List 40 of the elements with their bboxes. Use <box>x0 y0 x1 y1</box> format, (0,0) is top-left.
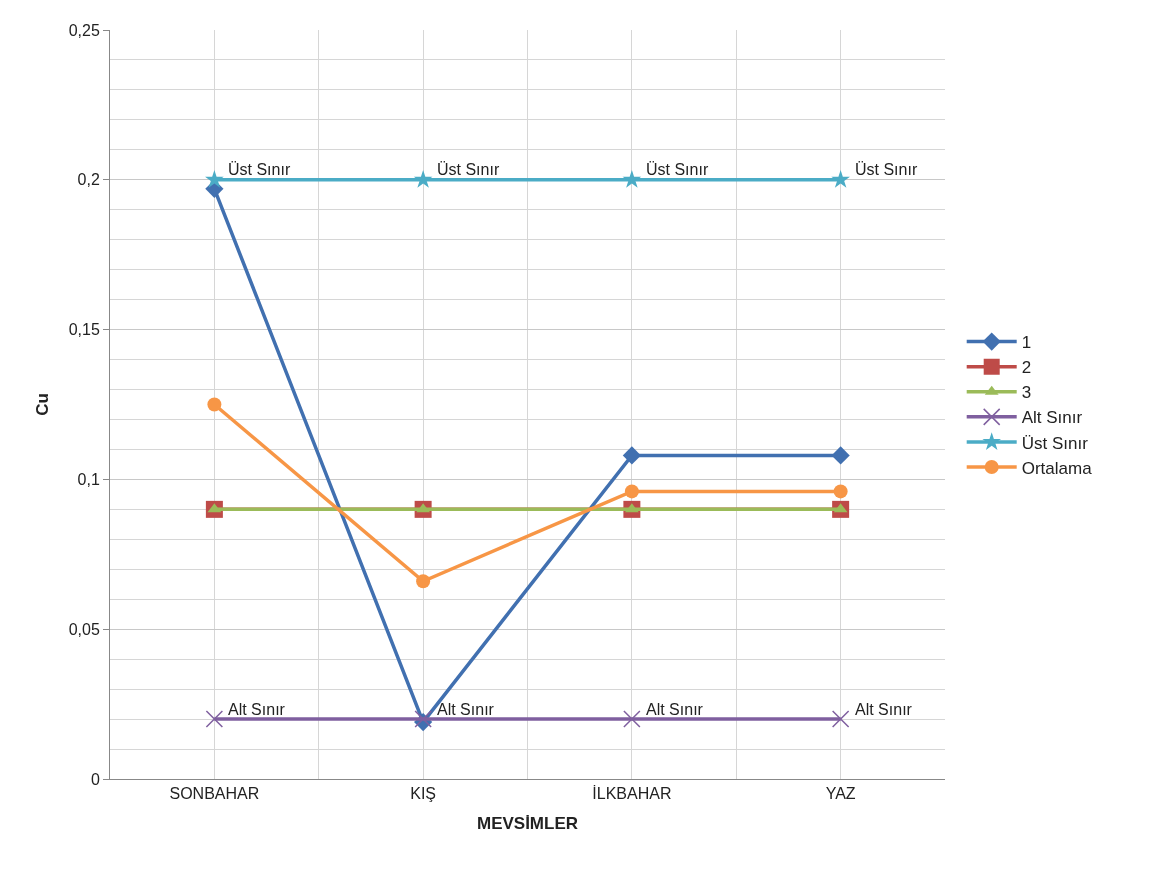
point <box>622 170 642 188</box>
legend-label: Alt Sınır <box>1021 408 1083 428</box>
point <box>205 170 224 188</box>
legend-label: 3 <box>1021 383 1032 403</box>
annotation: Üst Sınır <box>228 161 291 178</box>
y-tick-label: 0,1 <box>77 471 100 488</box>
annotation: Alt Sınır <box>855 701 913 718</box>
legend-label: Ortalama <box>1021 458 1093 478</box>
point <box>831 710 850 728</box>
legend-label: Üst Sınır <box>1021 433 1089 453</box>
legend-label: 1 <box>1021 333 1032 353</box>
annotation: Üst Sınır <box>855 161 918 178</box>
x-tick-label: SONBAHAR <box>169 785 260 803</box>
x-tick-label: İLKBAHAR <box>592 784 672 803</box>
point <box>833 484 848 499</box>
point <box>207 397 222 412</box>
annotation: Üst Sınır <box>646 161 709 178</box>
annotation: Alt Sınır <box>228 701 286 718</box>
annotation: Alt Sınır <box>437 701 495 718</box>
point <box>623 710 641 728</box>
point <box>416 574 431 589</box>
legend-label: 2 <box>1021 358 1032 378</box>
point <box>624 484 639 499</box>
y-tick-label: 0,2 <box>77 171 100 189</box>
y-tick-label: 0,05 <box>68 620 100 638</box>
point <box>413 170 433 188</box>
point <box>831 170 850 188</box>
point <box>414 710 432 728</box>
point <box>831 446 850 465</box>
y-axis-title: Cu <box>33 393 53 416</box>
x-axis-title: MEVSİMLER <box>476 813 579 833</box>
x-tick-label: KIŞ <box>410 785 437 803</box>
y-tick-label: 0,15 <box>68 321 100 339</box>
point <box>205 710 224 728</box>
annotation: Üst Sınır <box>437 161 500 178</box>
x-tick-label: YAZ <box>825 785 856 803</box>
y-tick-label: 0,25 <box>68 21 100 39</box>
y-tick-label: 0 <box>90 770 100 788</box>
annotation: Alt Sınır <box>646 701 704 718</box>
point <box>622 446 641 465</box>
